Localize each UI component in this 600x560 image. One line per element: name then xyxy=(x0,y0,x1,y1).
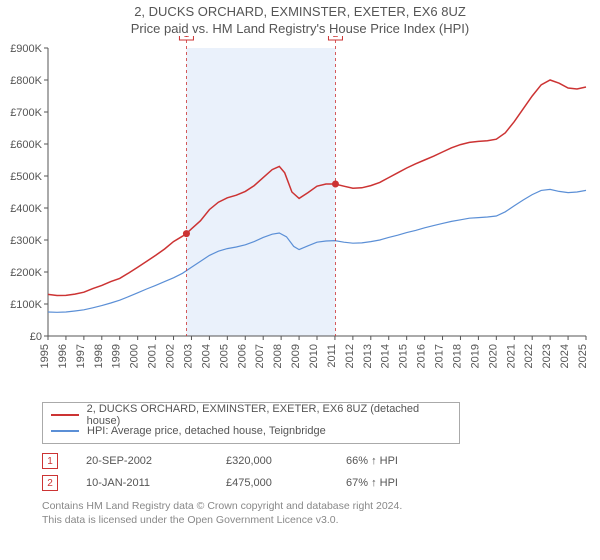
svg-text:£100K: £100K xyxy=(10,299,42,311)
footer: Contains HM Land Registry data © Crown c… xyxy=(42,500,592,527)
sale-price: £475,000 xyxy=(226,477,346,489)
svg-text:1: 1 xyxy=(184,36,190,40)
svg-text:2001: 2001 xyxy=(147,344,159,368)
svg-text:2006: 2006 xyxy=(236,344,248,368)
svg-text:2019: 2019 xyxy=(469,344,481,368)
svg-text:2018: 2018 xyxy=(451,344,463,368)
svg-text:2023: 2023 xyxy=(541,344,553,368)
svg-text:2000: 2000 xyxy=(129,344,141,368)
svg-text:2022: 2022 xyxy=(523,344,535,368)
svg-text:1997: 1997 xyxy=(75,344,87,368)
sale-date: 20-SEP-2002 xyxy=(86,455,226,467)
legend-item-property: 2, DUCKS ORCHARD, EXMINSTER, EXETER, EX6… xyxy=(51,407,451,423)
legend-swatch xyxy=(51,414,79,416)
price-chart: £0 £100K £200K £300K £400K £500K £600K £700K £80… xyxy=(0,36,600,396)
svg-text:£200K: £200K xyxy=(10,267,42,279)
sale-date: 10-JAN-2011 xyxy=(86,477,226,489)
legend: 2, DUCKS ORCHARD, EXMINSTER, EXETER, EX6… xyxy=(42,402,460,444)
svg-text:2011: 2011 xyxy=(326,344,338,368)
svg-text:2007: 2007 xyxy=(254,344,266,368)
svg-text:2014: 2014 xyxy=(380,344,392,368)
svg-text:1998: 1998 xyxy=(93,344,105,368)
sale-pct: 66% ↑ HPI xyxy=(346,455,466,467)
svg-text:£500K: £500K xyxy=(10,171,42,183)
svg-text:£900K: £900K xyxy=(10,43,42,55)
svg-text:£800K: £800K xyxy=(10,75,42,87)
svg-text:2005: 2005 xyxy=(218,344,230,368)
svg-text:2017: 2017 xyxy=(434,344,446,368)
svg-text:2009: 2009 xyxy=(290,344,302,368)
svg-text:2004: 2004 xyxy=(200,344,212,368)
footer-line: This data is licensed under the Open Gov… xyxy=(42,514,592,528)
svg-text:2: 2 xyxy=(333,36,339,40)
svg-text:1996: 1996 xyxy=(57,344,69,368)
svg-text:£600K: £600K xyxy=(10,139,42,151)
svg-text:2012: 2012 xyxy=(344,344,356,368)
footer-line: Contains HM Land Registry data © Crown c… xyxy=(42,500,592,514)
svg-text:£0: £0 xyxy=(30,331,42,343)
svg-text:2024: 2024 xyxy=(559,344,571,368)
sale-row: 1 20-SEP-2002 £320,000 66% ↑ HPI xyxy=(42,450,592,472)
legend-label: 2, DUCKS ORCHARD, EXMINSTER, EXETER, EX6… xyxy=(87,403,451,427)
svg-text:2016: 2016 xyxy=(416,344,428,368)
svg-text:£700K: £700K xyxy=(10,107,42,119)
svg-text:2020: 2020 xyxy=(487,344,499,368)
sale-pct: 67% ↑ HPI xyxy=(346,477,466,489)
title-subtitle: Price paid vs. HM Land Registry's House … xyxy=(0,21,600,36)
sale-marker-icon: 2 xyxy=(42,475,58,491)
sale-price: £320,000 xyxy=(226,455,346,467)
svg-text:2015: 2015 xyxy=(398,344,410,368)
svg-text:2025: 2025 xyxy=(577,344,589,368)
legend-label: HPI: Average price, detached house, Teig… xyxy=(87,425,326,437)
svg-text:2021: 2021 xyxy=(505,344,517,368)
sales-table: 1 20-SEP-2002 £320,000 66% ↑ HPI 2 10-JA… xyxy=(42,450,592,494)
svg-text:2003: 2003 xyxy=(182,344,194,368)
svg-text:£400K: £400K xyxy=(10,203,42,215)
svg-text:2013: 2013 xyxy=(362,344,374,368)
svg-text:2008: 2008 xyxy=(272,344,284,368)
svg-text:2002: 2002 xyxy=(165,344,177,368)
title-address: 2, DUCKS ORCHARD, EXMINSTER, EXETER, EX6… xyxy=(0,4,600,19)
svg-text:1995: 1995 xyxy=(39,344,51,368)
legend-swatch xyxy=(51,430,79,432)
sale-row: 2 10-JAN-2011 £475,000 67% ↑ HPI xyxy=(42,472,592,494)
sale-marker-icon: 1 xyxy=(42,453,58,469)
svg-text:£300K: £300K xyxy=(10,235,42,247)
svg-text:1999: 1999 xyxy=(111,344,123,368)
svg-text:2010: 2010 xyxy=(308,344,320,368)
